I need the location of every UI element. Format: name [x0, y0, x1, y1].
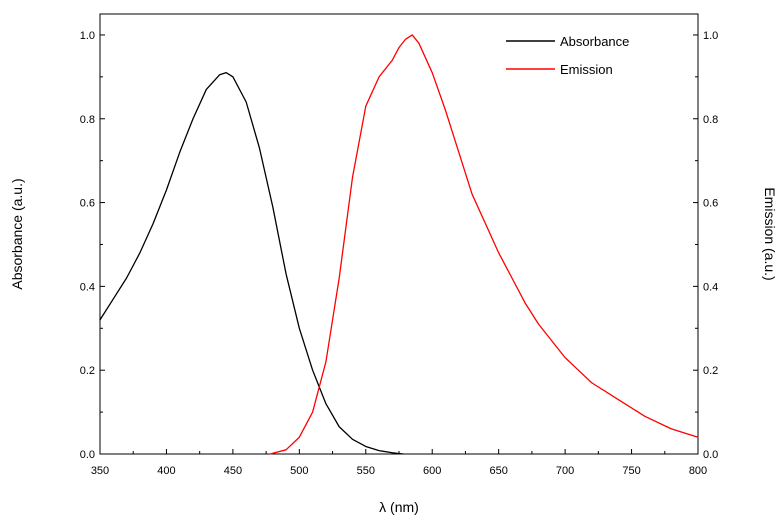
series-layer: [99, 34, 699, 455]
y-tick-label-left: 0.4: [80, 281, 95, 293]
x-tick-label: 700: [556, 465, 574, 477]
plot-frame: [99, 13, 699, 455]
x-tick-label: 400: [157, 465, 175, 477]
x-tick-label: 500: [290, 465, 308, 477]
legend-label-emission: Emission: [560, 62, 613, 77]
y-tick-label-right: 0.8: [703, 114, 718, 126]
y-axis-right-title: Emission (a.u.): [762, 187, 778, 280]
x-tick-label: 800: [689, 465, 707, 477]
x-tick-label: 350: [91, 465, 109, 477]
y-axis-left-ticks: 0.0 0.2 0.4 0.6 0.8 1.0: [80, 30, 105, 461]
y-tick-label-left: 0.0: [80, 449, 95, 461]
x-tick-label: 650: [489, 465, 507, 477]
series-line-emission: [269, 34, 699, 455]
y-tick-label-right: 0.2: [703, 365, 718, 377]
series-line-absorbance: [99, 72, 404, 455]
legend-label-absorbance: Absorbance: [560, 34, 629, 49]
y-tick-label-right: 1.0: [703, 30, 718, 42]
x-tick-label: 450: [224, 465, 242, 477]
y-tick-label-right: 0.0: [703, 449, 718, 461]
y-tick-label-left: 1.0: [80, 30, 95, 42]
y-tick-label-left: 0.2: [80, 365, 95, 377]
x-tick-label: 750: [622, 465, 640, 477]
y-tick-label-left: 0.6: [80, 198, 95, 210]
y-axis-left-title: Absorbance (a.u.): [9, 178, 25, 289]
y-axis-right-ticks: 0.0 0.2 0.4 0.6 0.8 1.0: [693, 30, 718, 461]
x-tick-label: 550: [357, 465, 375, 477]
x-axis-ticks: 350 400 450 500 550 600 650 700 750 800: [91, 449, 707, 477]
x-axis-title: λ (nm): [379, 499, 419, 515]
legend: Absorbance Emission: [506, 34, 629, 77]
y-tick-label-right: 0.6: [703, 198, 718, 210]
y-tick-label-right: 0.4: [703, 281, 718, 293]
y-tick-label-left: 0.8: [80, 114, 95, 126]
x-tick-label: 600: [423, 465, 441, 477]
